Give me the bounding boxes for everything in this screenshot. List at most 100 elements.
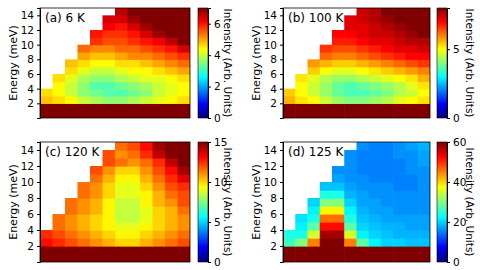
heatmap-cell xyxy=(320,190,333,199)
heatmap-cell xyxy=(283,111,296,118)
heatmap-cell xyxy=(332,166,345,175)
heatmap-cell xyxy=(320,254,333,262)
heatmap-cell xyxy=(115,182,128,191)
heatmap-cell xyxy=(115,158,128,167)
heatmap-cell xyxy=(90,166,103,175)
heatmap-cell xyxy=(128,89,141,97)
heatmap-cell xyxy=(381,103,394,111)
heatmap-cell xyxy=(295,230,308,239)
heatmap-cell xyxy=(103,246,116,255)
heatmap-cell xyxy=(344,30,357,38)
y-tick-label: 10 xyxy=(21,176,34,188)
heatmap-cell xyxy=(165,174,178,183)
colorbar-tick: 0 xyxy=(447,256,460,268)
heatmap-cell xyxy=(393,174,406,183)
heatmap-cell xyxy=(140,45,153,53)
heatmap-cell xyxy=(53,238,66,247)
heatmap-cell xyxy=(178,238,191,247)
heatmap-cell xyxy=(140,37,153,45)
heatmap-cell xyxy=(344,52,357,60)
heatmap-cell xyxy=(332,198,345,207)
heatmap-cell xyxy=(357,59,370,67)
heatmap-cell xyxy=(344,150,357,159)
heatmap-cell xyxy=(90,103,103,111)
heatmap-cell xyxy=(369,74,382,82)
colorbar-tick-mark xyxy=(447,49,450,50)
heatmap-cell xyxy=(393,182,406,191)
heatmap-cell xyxy=(53,81,66,89)
heatmap-cell xyxy=(178,37,191,45)
heatmap-cell xyxy=(393,254,406,262)
heatmap-cell xyxy=(357,103,370,111)
heatmap-cell xyxy=(115,23,128,31)
heatmap-cell xyxy=(369,23,382,31)
heatmap-cells xyxy=(40,142,190,262)
heatmap-cell xyxy=(115,74,128,82)
y-tick-mark xyxy=(280,45,283,46)
heatmap-cell xyxy=(393,103,406,111)
y-tick: 12 xyxy=(264,24,283,36)
heatmap-cell xyxy=(418,246,430,255)
y-axis-title: Energy (meV) xyxy=(7,164,20,240)
heatmap-cell xyxy=(115,214,128,223)
heatmap-cell xyxy=(393,81,406,89)
heatmap-cell xyxy=(393,8,406,16)
heatmap-cell xyxy=(418,222,430,231)
y-tick-mark xyxy=(37,30,40,31)
heatmap-cell xyxy=(115,96,128,104)
panel: 2468101214Energy (meV)(d) 125 K0204060In… xyxy=(250,136,476,268)
heatmap-cell xyxy=(103,15,116,23)
colorbar xyxy=(198,8,208,118)
heatmap-cell xyxy=(140,190,153,199)
heatmap-cell xyxy=(357,150,370,159)
heatmap-cell xyxy=(393,111,406,118)
heatmap-cell xyxy=(381,142,394,151)
y-tick-mark xyxy=(280,59,283,60)
heatmap-cell xyxy=(78,111,91,118)
heatmap-cell xyxy=(332,74,345,82)
heatmap-cell xyxy=(344,174,357,183)
y-tick-mark xyxy=(37,59,40,60)
heatmap-cell xyxy=(344,23,357,31)
heatmap-cell xyxy=(115,30,128,38)
heatmap-cell xyxy=(140,81,153,89)
y-tick-label: 10 xyxy=(264,39,277,51)
heatmap-cell xyxy=(406,230,419,239)
y-tick-mark xyxy=(280,30,283,31)
heatmap-cell xyxy=(153,238,166,247)
heatmap-cell xyxy=(332,246,345,255)
heatmap-cell xyxy=(332,182,345,191)
heatmap-cell xyxy=(406,238,419,247)
heatmap-cell xyxy=(153,23,166,31)
heatmap-cell xyxy=(357,52,370,60)
heatmap-cell xyxy=(406,74,419,82)
heatmap-cell xyxy=(115,45,128,53)
heatmap-cell xyxy=(344,238,357,247)
heatmap-cell xyxy=(165,81,178,89)
heatmap-cell xyxy=(332,37,345,45)
heatmap-cell xyxy=(65,254,78,262)
y-tick: 10 xyxy=(21,176,40,188)
heatmap-cell xyxy=(78,254,91,262)
heatmap-cell xyxy=(140,23,153,31)
heatmap-cell xyxy=(115,174,128,183)
heatmap-cell xyxy=(332,111,345,118)
heatmap-cell xyxy=(381,30,394,38)
heatmap-cell xyxy=(103,81,116,89)
heatmap-cell xyxy=(332,254,345,262)
heatmap-cell xyxy=(295,96,308,104)
y-tick-label: 14 xyxy=(21,9,35,21)
heatmap-cell xyxy=(90,37,103,45)
heatmap-cell xyxy=(153,74,166,82)
heatmap-cell xyxy=(140,111,153,118)
heatmap-cell xyxy=(369,59,382,67)
heatmap-cell xyxy=(393,89,406,97)
colorbar-tick-label: 5 xyxy=(453,43,460,55)
heatmap-cell xyxy=(78,198,91,207)
heatmap-cell xyxy=(357,166,370,175)
heatmap-cell xyxy=(295,254,308,262)
colorbar-tick: 15 xyxy=(208,136,227,148)
heatmap-cell xyxy=(406,206,419,215)
heatmap-cell xyxy=(406,30,419,38)
colorbar-tick-label: 0 xyxy=(214,112,221,124)
